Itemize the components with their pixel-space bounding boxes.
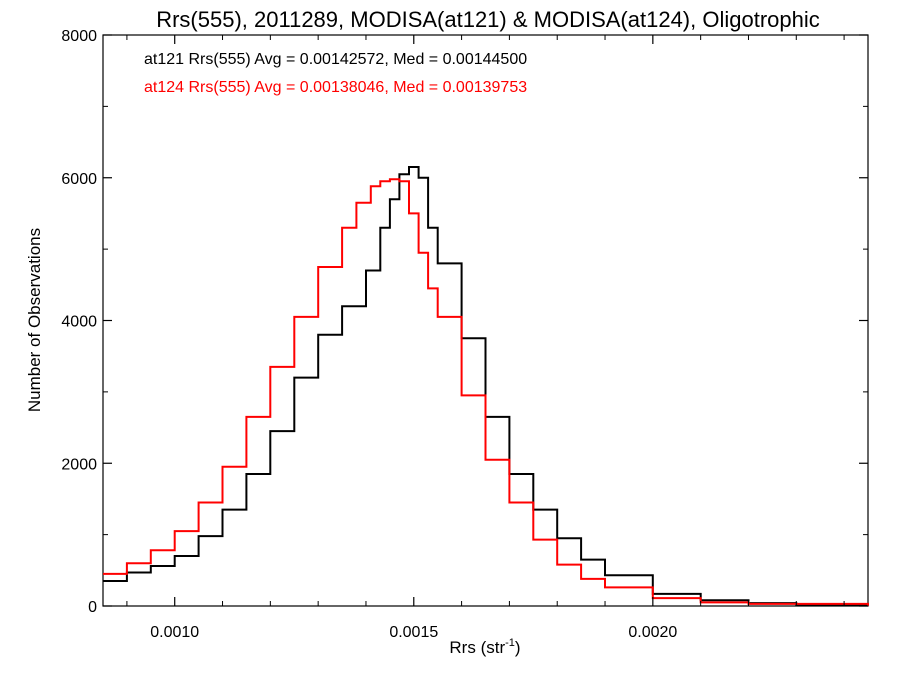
chart-title: Rrs(555), 2011289, MODISA(at121) & MODIS… xyxy=(156,7,820,32)
y-tick-label: 8000 xyxy=(61,28,97,45)
y-tick-label: 0 xyxy=(88,599,97,616)
plot-area: 0 2000 4000 6000 8000 0.0010 0.0015 0.0020 xyxy=(61,28,869,641)
x-tick-label: 0.0015 xyxy=(389,624,438,641)
legend-entry-at124: at124 Rrs(555) Avg = 0.00138046, Med = 0… xyxy=(144,79,527,96)
plot-frame xyxy=(102,34,869,607)
y-tick-label: 6000 xyxy=(61,171,97,188)
tick-layer: 0 2000 4000 6000 8000 0.0010 0.0015 0.0020 xyxy=(61,28,868,641)
x-axis-label: Rrs (str-1) xyxy=(449,637,520,657)
legend: at121 Rrs(555) Avg = 0.00142572, Med = 0… xyxy=(144,51,527,96)
series-line-at121 xyxy=(103,166,869,606)
y-axis-label: Number of Observations xyxy=(25,228,44,412)
x-tick-label: 0.0020 xyxy=(628,624,677,641)
series-layer xyxy=(103,166,869,606)
y-tick-label: 4000 xyxy=(61,314,97,331)
series-line-at124 xyxy=(103,178,869,606)
legend-entry-at121: at121 Rrs(555) Avg = 0.00142572, Med = 0… xyxy=(144,51,527,68)
y-tick-label: 2000 xyxy=(61,456,97,473)
x-tick-label: 0.0010 xyxy=(150,624,199,641)
